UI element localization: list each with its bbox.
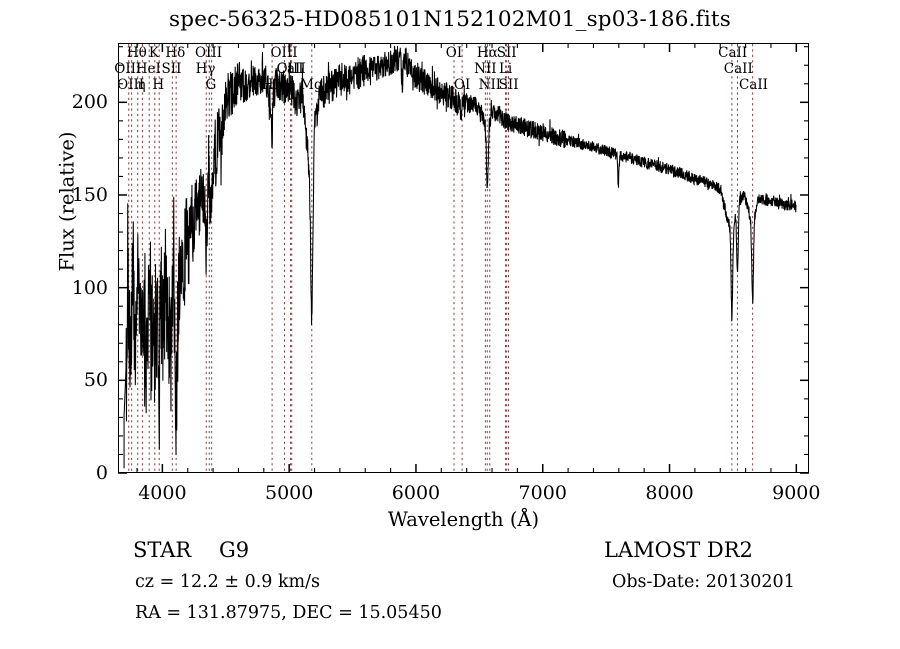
- x-tick-label: 5000: [264, 482, 314, 504]
- y-tick-label: 200: [71, 91, 108, 114]
- x-tick-label: 6000: [391, 482, 441, 504]
- spectral-line-label: OIII: [117, 77, 145, 93]
- spectral-line-label: CaII: [723, 61, 753, 77]
- spectral-line-label: OI: [445, 45, 463, 61]
- y-tick-label: 150: [71, 183, 108, 206]
- y-tick-label: 0: [95, 462, 108, 484]
- spectral-line-label: CaII: [738, 77, 769, 93]
- plot-area: [118, 43, 809, 473]
- spectral-line-label: K: [148, 45, 159, 61]
- spectral-class-label: G9: [219, 538, 250, 562]
- spectral-line-label: Hδ: [165, 45, 186, 61]
- spectral-line-label: NII: [474, 61, 497, 77]
- line-marker-layer: [128, 44, 754, 472]
- spectral-line-label: CaII: [276, 61, 306, 77]
- spectral-line-label: H: [152, 77, 165, 93]
- spectral-line-label: η: [137, 77, 146, 93]
- spectral-line-label: SII: [498, 77, 519, 93]
- y-axis-label: Flux (relative): [55, 131, 79, 272]
- x-tick-label: 8000: [645, 482, 694, 504]
- spectral-line-label: OIII: [194, 45, 223, 61]
- spectral-line-label: Hγ: [195, 61, 216, 77]
- spectral-line-label: OIII: [276, 61, 304, 77]
- plot-canvas: [119, 44, 808, 472]
- x-axis-label: Wavelength (Å): [387, 508, 540, 531]
- spectral-line-label: Hθ: [126, 45, 147, 61]
- spectral-line-label: G: [205, 77, 217, 93]
- page-title: spec-56325-HD085101N152102M01_sp03-186.f…: [169, 7, 731, 32]
- survey-label: LAMOST DR2: [604, 538, 753, 562]
- cz-value: cz = 12.2 ± 0.9 km/s: [135, 572, 321, 592]
- spectral-line-label: Hα: [476, 45, 498, 61]
- spectral-line-label: SII: [161, 61, 182, 77]
- x-tick-label: 4000: [138, 482, 187, 504]
- spectral-line-label: Mg: [300, 77, 323, 93]
- spectral-line-label: HeI: [135, 61, 161, 77]
- spectral-line-label: NII: [478, 77, 502, 93]
- object-type-label: STAR: [133, 538, 192, 562]
- y-tick-label: 50: [83, 369, 108, 392]
- spectral-line-label: OI: [453, 77, 471, 93]
- y-tick-label: 100: [71, 276, 108, 299]
- obs-date-value: Obs-Date: 20130201: [612, 572, 795, 592]
- spectral-line-label: Hβ: [261, 77, 282, 93]
- x-tick-label: 7000: [518, 482, 567, 504]
- spectral-line-label: SII: [496, 45, 517, 61]
- x-tick-label: 9000: [772, 482, 821, 504]
- spectral-line-label: CaII: [718, 45, 748, 61]
- spectral-line-label: Li: [498, 61, 513, 77]
- spectrum-curve: [123, 45, 797, 469]
- coordinates-value: RA = 131.87975, DEC = 15.05450: [135, 603, 442, 623]
- spectral-line-label: OIII: [270, 45, 298, 61]
